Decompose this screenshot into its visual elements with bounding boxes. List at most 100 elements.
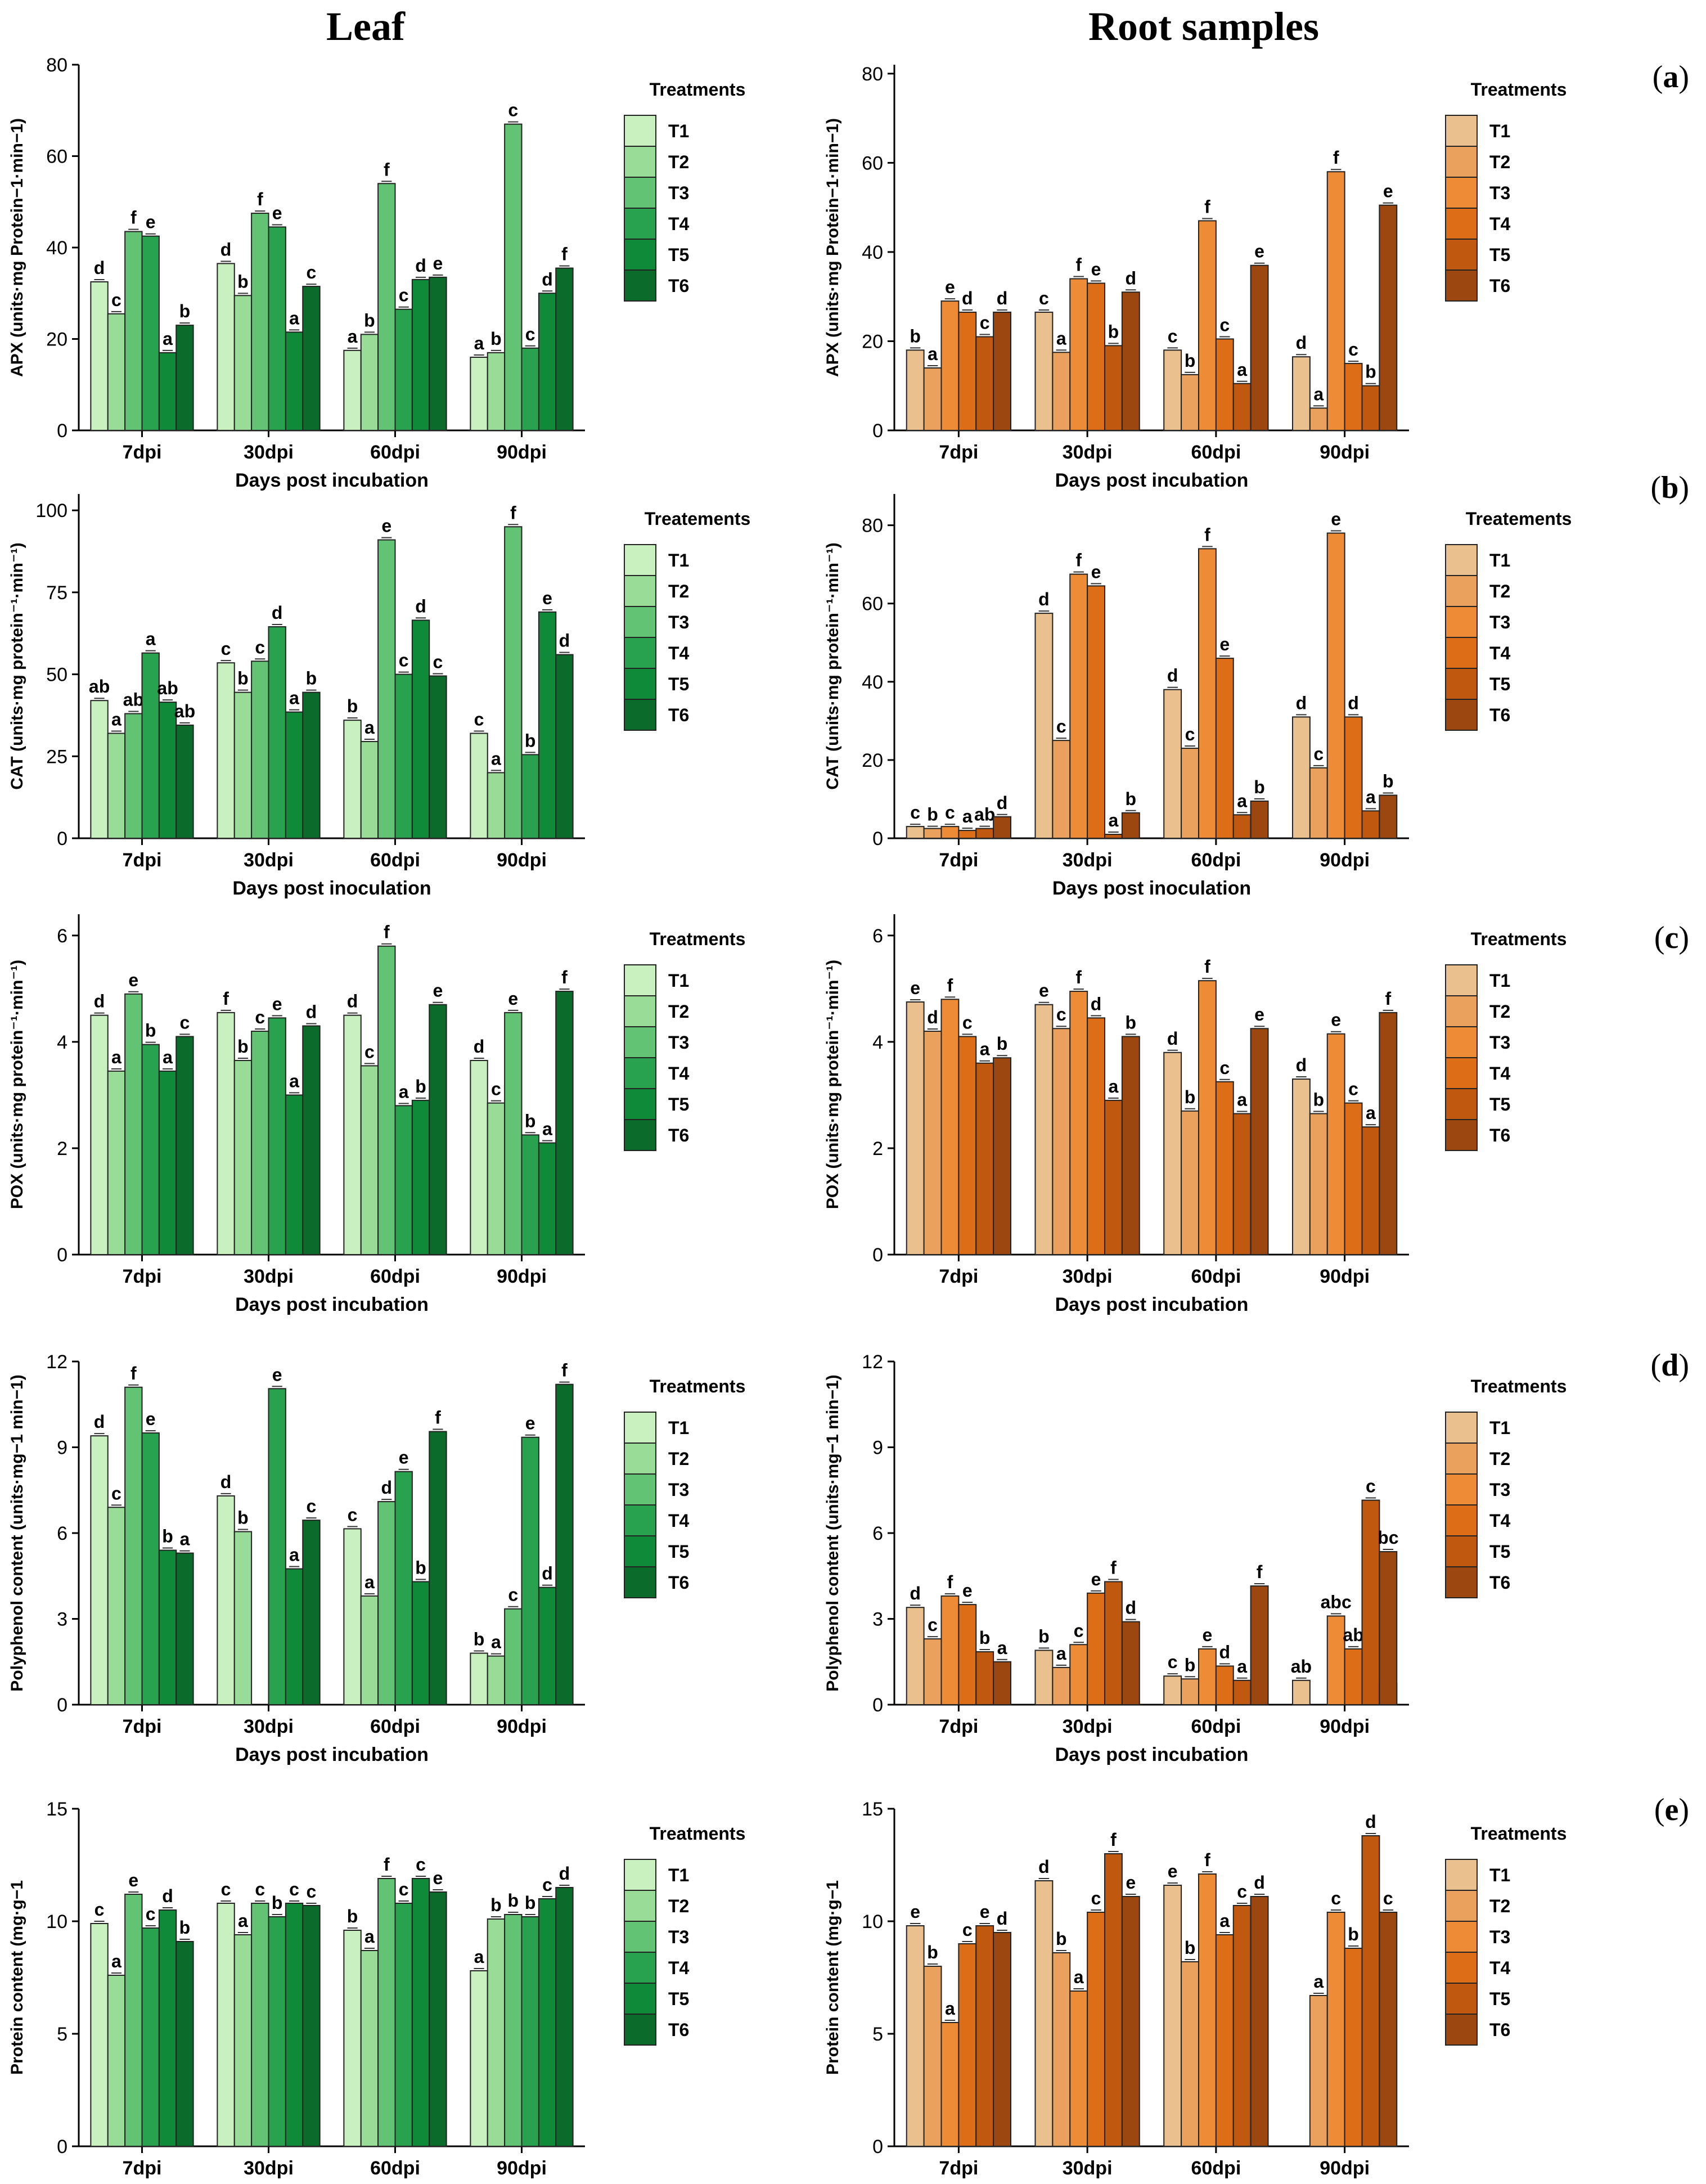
bar-T2-60dpi <box>360 741 379 839</box>
bar-T5-90dpi <box>1361 1126 1380 1255</box>
bar-T3-7dpi <box>940 826 960 839</box>
y-axis-label: POX (units·mg protein⁻¹·min⁻¹) <box>8 960 26 1209</box>
bar-T4-30dpi <box>1087 282 1106 431</box>
bar-T5-30dpi <box>285 331 304 431</box>
y-tick-label: 60 <box>862 594 883 615</box>
significance-letter: b <box>162 1526 173 1547</box>
bar-T6-30dpi <box>302 1025 321 1255</box>
bar-T6-30dpi <box>1121 1896 1140 2147</box>
bar-T5-60dpi <box>411 619 430 839</box>
significance-letter: b <box>415 1076 426 1097</box>
y-axis-label: CAT (units·mg protein⁻¹·min⁻¹) <box>823 542 842 789</box>
bar-T5-90dpi <box>538 293 557 431</box>
bar-T5-60dpi <box>411 1878 430 2147</box>
legend-swatch-T1 <box>1445 544 1478 576</box>
bar-T3-60dpi <box>1198 1648 1217 1705</box>
significance-letter: d <box>559 1863 570 1884</box>
significance-letter: c <box>1056 716 1066 736</box>
bar-T6-7dpi <box>175 724 194 839</box>
legend-label-T6: T6 <box>668 705 689 725</box>
significance-letter: e <box>962 1580 973 1601</box>
x-tick-label: 30dpi <box>244 1266 294 1287</box>
bar-T4-30dpi <box>268 226 286 431</box>
y-tick-label: 60 <box>862 152 883 174</box>
legend-swatch-T2 <box>624 1442 656 1475</box>
legend-label-T6: T6 <box>1489 276 1510 296</box>
legend-swatch-T2 <box>1445 146 1478 178</box>
y-tick-label: 100 <box>35 500 67 522</box>
significance-letter: a <box>1313 384 1324 404</box>
significance-letter: c <box>1056 1004 1066 1024</box>
bar-T3-60dpi <box>377 1501 396 1705</box>
x-tick-label: 7dpi <box>123 442 162 463</box>
bar-T2-7dpi <box>923 1030 942 1255</box>
significance-letter: b <box>927 1942 938 1962</box>
y-tick-label: 4 <box>872 1032 883 1053</box>
legend-title: Treatments <box>650 1823 746 1844</box>
bar-T1-60dpi <box>1163 1051 1182 1255</box>
panel-label-a: (a) <box>1652 60 1689 95</box>
legend-swatch-T4 <box>1445 208 1478 240</box>
legend-label-T1: T1 <box>1489 970 1510 991</box>
significance-letter: b <box>237 668 249 689</box>
x-tick-label: 30dpi <box>244 442 294 463</box>
bar-T5-30dpi <box>285 1568 304 1706</box>
leaf-heading: Leaf <box>326 4 405 49</box>
significance-letter: c <box>289 1879 299 1899</box>
significance-letter: a <box>1219 1911 1230 1931</box>
significance-letter: c <box>1074 1620 1084 1641</box>
legend-label-T1: T1 <box>668 550 689 570</box>
significance-letter: ab <box>89 676 110 696</box>
legend-swatch-T2 <box>1445 575 1478 607</box>
significance-letter: c <box>525 324 535 344</box>
legend-swatch-T2 <box>624 1890 656 1922</box>
bar-T3-30dpi <box>251 660 269 839</box>
legend-swatch-T6 <box>1445 2014 1478 2046</box>
significance-letter: a <box>289 688 299 708</box>
bar-T1-90dpi <box>470 1059 488 1255</box>
significance-letter: e <box>433 253 443 273</box>
significance-letter: b <box>145 1021 156 1041</box>
bar-T3-30dpi <box>251 1903 269 2147</box>
chart-cat-leaf: 0 25 50 75 100 CAT (units·mg protein⁻¹·min⁻¹)… <box>8 494 750 899</box>
significance-letter: c <box>962 1012 973 1032</box>
bar-T5-7dpi <box>158 352 177 431</box>
bar-T3-60dpi <box>377 183 396 431</box>
legend-swatch-T1 <box>624 1859 656 1891</box>
significance-letter: d <box>162 1886 173 1906</box>
legend-label-T6: T6 <box>1489 1572 1510 1593</box>
bar-T6-7dpi <box>175 325 194 431</box>
significance-letter: b <box>997 1033 1008 1054</box>
bar-T1-60dpi <box>1163 1675 1182 1706</box>
y-tick-label: 15 <box>862 1799 883 1820</box>
significance-letter: f <box>561 244 568 264</box>
significance-letter: b <box>1108 321 1119 341</box>
significance-letter: b <box>237 1036 249 1057</box>
legend-swatch-T4 <box>624 1952 656 1984</box>
legend-label-T3: T3 <box>1489 612 1510 632</box>
root-heading: Root samples <box>1088 4 1319 49</box>
chart-pox-leaf: 0 2 4 6 POX (units·mg protein⁻¹·min⁻¹) 7dpi d a… <box>8 914 745 1315</box>
bar-T6-30dpi <box>302 1520 321 1705</box>
bar-T1-30dpi <box>1034 613 1054 839</box>
x-axis-label: Days post incubation <box>235 470 429 491</box>
legend-label-T3: T3 <box>1489 1927 1510 1947</box>
bar-T5-30dpi <box>285 711 304 839</box>
significance-letter: e <box>508 988 518 1009</box>
significance-letter: f <box>130 1363 137 1383</box>
significance-letter: a <box>542 1118 552 1139</box>
significance-letter: b <box>1185 1655 1196 1675</box>
significance-letter: c <box>945 802 955 823</box>
bar-T5-90dpi <box>1361 385 1380 431</box>
significance-letter: c <box>542 1875 552 1895</box>
significance-letter: e <box>1331 509 1341 529</box>
bar-T4-7dpi <box>958 830 977 839</box>
legend-label-T3: T3 <box>1489 1480 1510 1500</box>
bar-T2-60dpi <box>360 1595 379 1705</box>
bar-T2-7dpi <box>107 1507 126 1705</box>
significance-letter: f <box>1204 524 1210 545</box>
panel-label-e: (e) <box>1654 1792 1689 1827</box>
legend-swatch-T2 <box>1445 1890 1478 1922</box>
bar-T4-7dpi <box>958 1036 977 1255</box>
